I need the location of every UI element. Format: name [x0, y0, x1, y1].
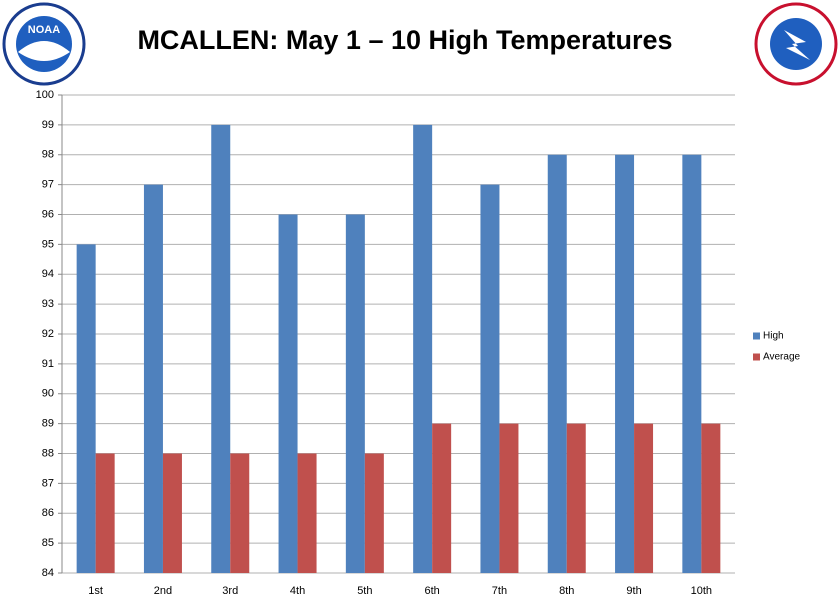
legend-swatch	[753, 353, 760, 361]
bar	[230, 453, 250, 573]
y-tick-label: 90	[42, 388, 54, 400]
y-tick-label: 97	[42, 179, 54, 191]
y-tick-label: 92	[42, 328, 54, 340]
bar	[143, 184, 163, 573]
y-tick-label: 98	[42, 149, 54, 161]
x-tick-label: 10th	[691, 585, 712, 597]
y-tick-label: 100	[36, 89, 54, 101]
y-tick-label: 94	[42, 268, 54, 280]
logo-bolt	[784, 30, 810, 60]
x-tick-label: 8th	[559, 585, 574, 597]
bar	[634, 423, 654, 573]
bar	[566, 423, 586, 573]
y-tick-label: 96	[42, 208, 54, 220]
bar	[547, 154, 567, 573]
nws-logo	[754, 2, 838, 86]
y-tick-label: 86	[42, 507, 54, 519]
bar	[364, 453, 384, 573]
y-tick-label: 84	[42, 567, 54, 579]
legend-swatch	[753, 332, 760, 340]
x-tick-label: 4th	[290, 585, 305, 597]
y-tick-label: 88	[42, 447, 54, 459]
bar	[432, 423, 452, 573]
x-tick-label: 1st	[88, 585, 103, 597]
bar	[211, 124, 231, 573]
x-tick-label: 5th	[357, 585, 372, 597]
logo-bird	[18, 41, 70, 61]
bar	[162, 453, 182, 573]
bar	[278, 214, 298, 573]
y-tick-label: 95	[42, 238, 54, 250]
noaa-logo: NOAA	[2, 2, 86, 86]
x-tick-label: 9th	[626, 585, 641, 597]
y-tick-label: 87	[42, 477, 54, 489]
y-tick-label: 85	[42, 537, 54, 549]
bar	[701, 423, 721, 573]
y-tick-label: 89	[42, 418, 54, 430]
bar	[413, 124, 433, 573]
bar	[682, 154, 702, 573]
bar	[345, 214, 365, 573]
bar	[76, 244, 96, 573]
bar	[499, 423, 519, 573]
x-tick-label: 2nd	[154, 585, 172, 597]
bar	[95, 453, 115, 573]
y-tick-label: 99	[42, 119, 54, 131]
x-tick-label: 3rd	[222, 585, 238, 597]
x-tick-label: 6th	[425, 585, 440, 597]
y-tick-label: 93	[42, 298, 54, 310]
bar	[297, 453, 317, 573]
x-tick-label: 7th	[492, 585, 507, 597]
legend-label: Average	[763, 352, 801, 363]
bar	[615, 154, 635, 573]
legend-label: High	[763, 331, 784, 342]
logo-text: NOAA	[28, 24, 60, 36]
chart-title: MCALLEN: May 1 – 10 High Temperatures	[137, 25, 672, 55]
bar	[480, 184, 500, 573]
y-tick-label: 91	[42, 358, 54, 370]
